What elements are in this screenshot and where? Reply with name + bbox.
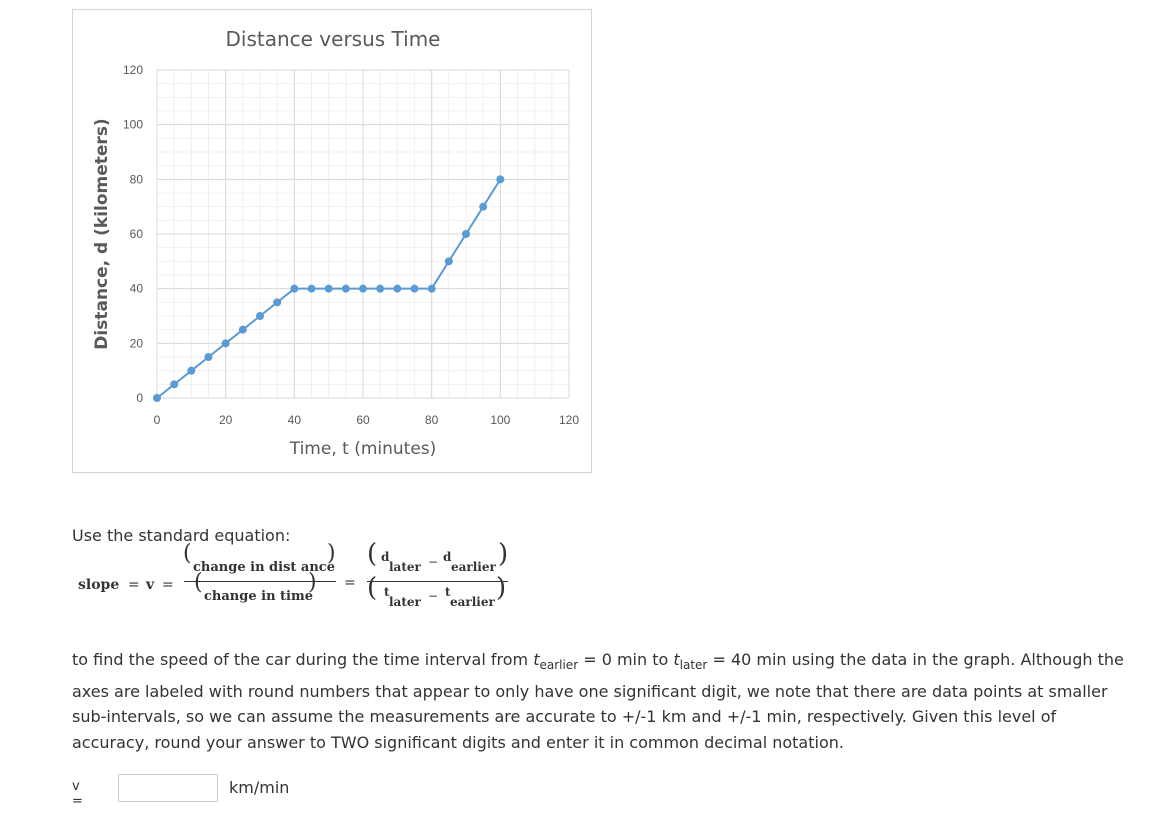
later-subscript: later: [679, 658, 708, 673]
instructions-part-3: = 40 min using the data in the graph. Al…: [72, 650, 1124, 752]
data-point: [479, 202, 488, 211]
slope-word: slope: [78, 577, 120, 593]
x-tick-label: 100: [490, 413, 510, 427]
paren-close-4: ): [496, 573, 507, 603]
data-point: [256, 312, 264, 320]
answer-label: v =: [72, 779, 83, 809]
data-point: [427, 284, 436, 293]
sub-earlier-t: earlier: [450, 595, 495, 609]
equals-sign-2: =: [162, 577, 174, 593]
paren-open-4: (: [367, 573, 378, 603]
data-point: [444, 257, 453, 266]
fraction-line-1: [184, 581, 336, 582]
data-point: [187, 366, 196, 375]
paren-close-1: ): [327, 541, 336, 566]
data-point: [170, 380, 179, 389]
sub-earlier-d: earlier: [451, 560, 496, 574]
d-symbol: d: [381, 550, 390, 564]
paren-open-3: (: [367, 539, 378, 569]
answer-unit: km/min: [229, 778, 290, 797]
paren-close-3: ): [498, 539, 509, 569]
data-point: [462, 230, 470, 238]
y-tick-label: 0: [136, 391, 143, 405]
d-symbol-2: d: [443, 550, 452, 564]
paren-open-2: (: [194, 570, 203, 595]
data-point: [153, 394, 161, 402]
data-point: [324, 284, 333, 293]
x-axis-label: Time, t (minutes): [289, 439, 437, 459]
x-tick-label: 20: [219, 413, 233, 427]
y-tick-label: 20: [130, 336, 144, 350]
numerator-change-in-distance: change in dist ance: [193, 560, 335, 575]
y-tick-label: 100: [123, 118, 143, 132]
data-point: [238, 325, 247, 334]
v-symbol: v: [146, 577, 155, 593]
instructions-part-1: to find the speed of the car during the …: [72, 650, 534, 669]
chart-svg: 0 20 40 60 80 100 120 0 20 40 60 80 100 120 Distance v…: [92, 27, 579, 459]
sub-later-d: later: [389, 560, 421, 574]
y-tick-label: 60: [130, 227, 144, 241]
data-point: [221, 339, 230, 348]
x-tick-label: 80: [425, 413, 439, 427]
x-tick-label: 40: [288, 413, 302, 427]
data-point: [204, 353, 213, 361]
data-point: [410, 284, 419, 293]
t-symbol: t: [384, 585, 390, 599]
y-tick-label: 80: [130, 172, 144, 186]
instructions-part-2: = 0 min to: [578, 650, 674, 669]
distance-time-chart: 0 20 40 60 80 100 120 0 20 40 60 80 100 120 Distance v…: [72, 9, 592, 473]
data-point: [496, 175, 505, 184]
earlier-subscript: earlier: [539, 658, 579, 673]
instructions-paragraph: to find the speed of the car during the …: [72, 647, 1132, 755]
equals-sign-3: =: [344, 575, 356, 591]
slope-equation: slope = v = ( change in dist ance ) ( ch…: [76, 539, 516, 615]
denominator-change-in-time: change in time: [204, 589, 314, 604]
t-symbol-2: t: [445, 585, 451, 599]
data-point: [393, 284, 402, 293]
x-tick-label: 0: [154, 413, 161, 427]
minus-sign-1: −: [428, 555, 439, 569]
data-point: [307, 284, 316, 293]
paren-open-1: (: [183, 541, 192, 566]
chart-title: Distance versus Time: [226, 27, 441, 51]
data-point: [273, 298, 282, 307]
paren-close-2: ): [308, 570, 317, 595]
t-earlier-symbol: t: [533, 650, 540, 669]
data-point: [359, 284, 367, 293]
y-axis-label: Distance, d (kilometers): [92, 118, 112, 349]
minus-sign-2: −: [428, 589, 439, 603]
x-tick-label: 120: [559, 413, 579, 427]
intro-text: Use the standard equation:: [72, 526, 291, 545]
velocity-answer-input[interactable]: [118, 774, 218, 802]
y-tick-label: 40: [130, 282, 144, 296]
y-tick-label: 120: [123, 63, 143, 77]
data-point: [341, 284, 350, 293]
x-tick-label: 60: [356, 413, 370, 427]
sub-later-t: later: [389, 595, 421, 609]
equals-sign-1: =: [128, 577, 140, 593]
data-point: [290, 284, 299, 293]
fraction-line-2: [367, 581, 508, 582]
data-point: [376, 284, 385, 293]
t-later-symbol: t: [673, 650, 680, 669]
